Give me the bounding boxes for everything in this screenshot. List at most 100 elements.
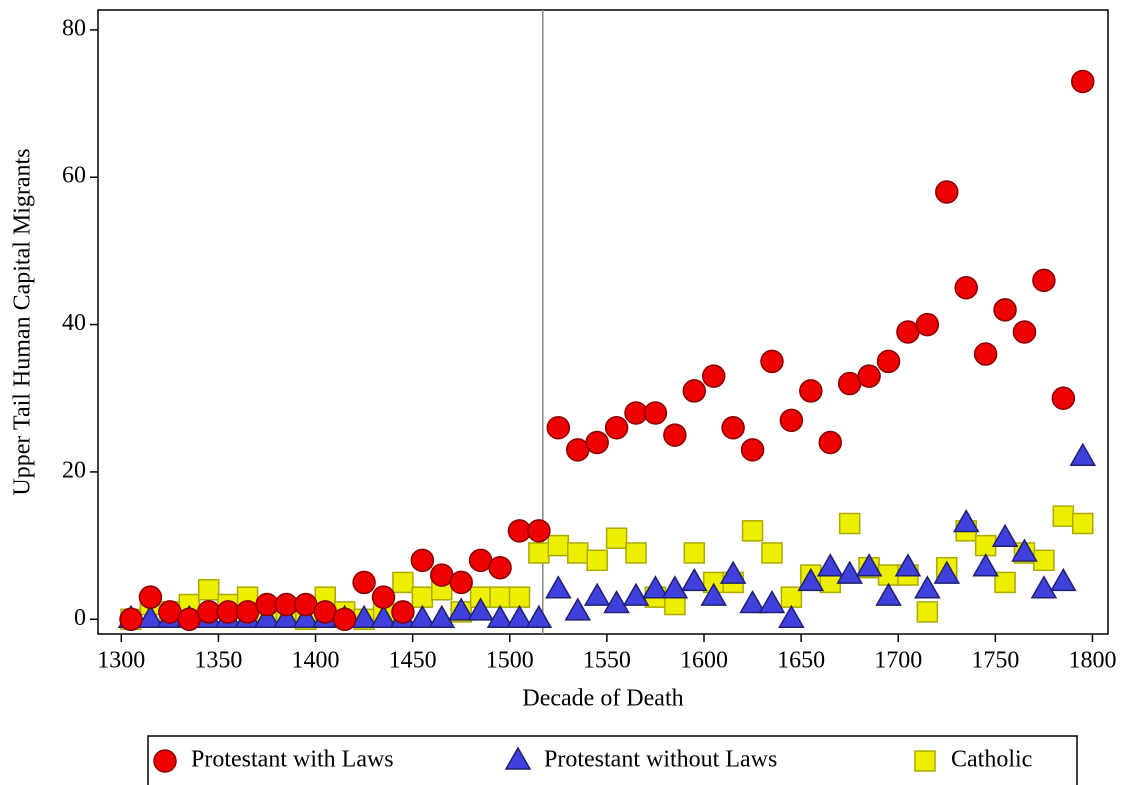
point: [661, 575, 689, 599]
y-tick-label: 80: [62, 15, 86, 41]
point: [625, 542, 647, 564]
point: [486, 604, 514, 629]
y-tick-label: 0: [74, 605, 86, 631]
point: [836, 560, 863, 584]
point: [488, 555, 512, 580]
x-tick-label: 1700: [874, 648, 922, 674]
point: [663, 423, 687, 447]
point: [332, 607, 357, 632]
point: [253, 604, 281, 629]
point: [567, 542, 589, 564]
point: [935, 180, 959, 204]
point: [682, 379, 707, 403]
point: [857, 364, 881, 388]
point: [603, 590, 630, 614]
x-tick-label: 1550: [583, 648, 631, 674]
point: [933, 560, 961, 584]
legend-label: Protestant without Laws: [544, 747, 777, 773]
point: [1051, 386, 1076, 411]
point: [1032, 268, 1056, 293]
point: [643, 401, 668, 425]
y-axis-label: Upper Tail Human Capital Migrants: [10, 148, 36, 495]
point: [740, 438, 765, 462]
point: [428, 604, 456, 629]
point: [605, 527, 628, 549]
point: [137, 604, 164, 629]
x-tick-label: 1800: [1068, 648, 1116, 674]
point: [1072, 512, 1094, 535]
point: [701, 364, 726, 388]
point: [527, 519, 551, 543]
point: [916, 601, 939, 623]
point: [449, 570, 473, 595]
point: [604, 415, 629, 440]
point: [1030, 575, 1058, 599]
legend-marker: [914, 750, 936, 772]
point: [1071, 69, 1095, 94]
point: [467, 597, 494, 621]
x-tick-label: 1500: [486, 648, 534, 674]
y-tick-label: 60: [62, 163, 86, 189]
point: [894, 553, 922, 577]
x-axis-label: Decade of Death: [522, 686, 683, 712]
point: [973, 342, 998, 366]
x-tick-label: 1350: [194, 648, 242, 674]
point: [547, 534, 570, 557]
point: [583, 582, 611, 606]
point: [875, 582, 902, 606]
point: [758, 590, 786, 614]
point: [119, 607, 143, 632]
legend-marker: [504, 746, 532, 770]
point: [797, 567, 825, 592]
point: [545, 575, 572, 599]
point: [700, 582, 728, 606]
point: [585, 430, 609, 455]
point: [719, 560, 747, 584]
point: [855, 553, 883, 577]
x-tick-label: 1600: [680, 648, 728, 674]
point: [721, 415, 745, 440]
point: [993, 298, 1017, 322]
point: [410, 548, 435, 573]
point: [991, 523, 1019, 547]
point: [350, 604, 378, 629]
point: [447, 597, 475, 621]
point: [391, 600, 415, 624]
plot-frame: [97, 9, 1109, 635]
point: [352, 570, 376, 595]
point: [564, 597, 592, 621]
point: [1052, 505, 1075, 527]
point: [876, 349, 901, 374]
point: [779, 408, 804, 433]
point: [799, 379, 823, 403]
point: [409, 604, 436, 629]
point: [508, 586, 531, 608]
point: [739, 590, 766, 614]
point: [138, 585, 163, 609]
x-tick-label: 1750: [971, 648, 1019, 674]
point: [528, 542, 550, 564]
point: [546, 415, 571, 440]
point: [371, 585, 396, 609]
point: [1011, 538, 1038, 562]
point: [994, 571, 1016, 594]
point: [411, 586, 434, 608]
x-tick-label: 1300: [97, 648, 145, 674]
legend-label: Catholic: [951, 747, 1032, 773]
point: [683, 542, 706, 564]
legend-marker: [153, 749, 177, 773]
point: [197, 579, 220, 601]
point: [761, 542, 783, 564]
point: [914, 575, 941, 599]
point: [838, 512, 861, 535]
point: [642, 575, 669, 599]
point: [680, 567, 708, 592]
point: [1069, 442, 1097, 466]
point: [506, 604, 533, 629]
point: [273, 604, 300, 629]
point: [489, 586, 511, 608]
point: [972, 553, 999, 577]
point: [954, 275, 978, 300]
point: [1012, 320, 1037, 344]
